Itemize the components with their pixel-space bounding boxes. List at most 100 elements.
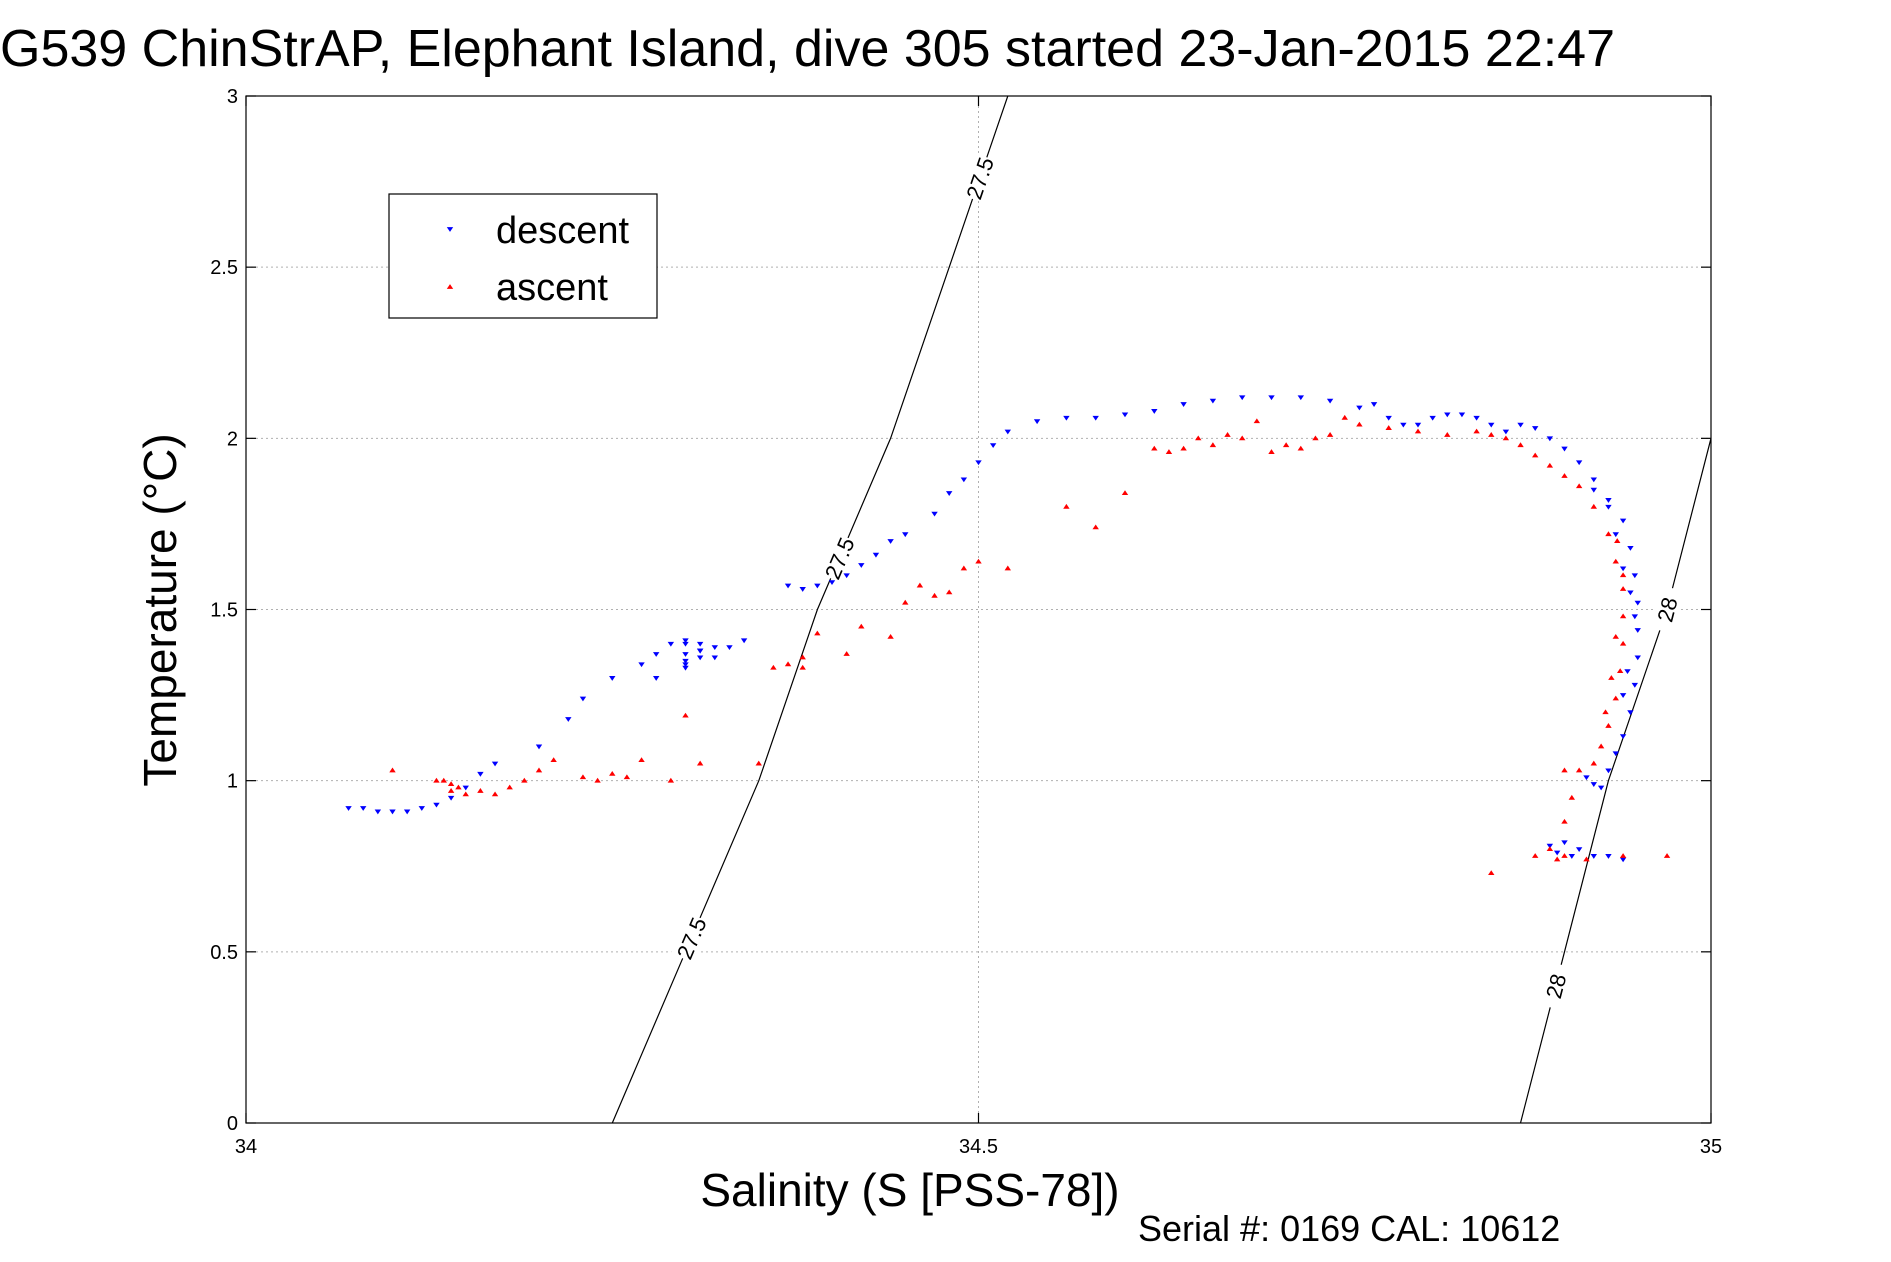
x-axis-label: Salinity (S [PSS-78]) [700, 1164, 1119, 1216]
ascent-point [755, 760, 762, 766]
ascent-point [594, 777, 601, 783]
descent-point [975, 460, 982, 466]
descent-point [799, 587, 806, 592]
ascent-point [1488, 432, 1495, 437]
descent-point [1429, 415, 1436, 421]
ascent-point [1608, 675, 1615, 680]
descent-point [1414, 422, 1422, 428]
descent-point [667, 641, 675, 647]
ascent-point [843, 651, 850, 656]
ascent-point [1488, 870, 1495, 876]
legend-box [388, 193, 658, 319]
ascent-point [1282, 442, 1290, 448]
descent-point [1627, 545, 1634, 551]
ascent-point [638, 757, 645, 763]
ascent-point [1312, 435, 1319, 441]
ascent-point [1619, 572, 1627, 578]
descent-point [946, 491, 953, 496]
ascent-point [1224, 432, 1231, 437]
ascent-point [491, 791, 499, 797]
ascent-point [960, 565, 968, 571]
ascent-point [696, 760, 704, 766]
ascent-point [916, 582, 924, 588]
descent-point [1568, 854, 1576, 859]
descent-point [1151, 409, 1158, 414]
descent-point [1488, 422, 1495, 428]
ascent-point [1209, 442, 1217, 448]
descent-point [638, 662, 645, 668]
ascent-point [535, 767, 543, 773]
descent-point [403, 809, 411, 815]
descent-point [1605, 504, 1612, 510]
descent-point [1619, 734, 1627, 740]
data-points [345, 395, 1671, 876]
ascent-point [1239, 435, 1246, 441]
ascent-point [1605, 531, 1612, 537]
contour-label: 28 [1652, 595, 1682, 625]
ascent-point [1268, 449, 1275, 454]
descent-point [1590, 854, 1597, 859]
descent-point [1180, 402, 1187, 407]
ascent-point [1546, 846, 1554, 852]
descent-point [902, 532, 909, 538]
descent-point [682, 638, 689, 644]
y-tick-label: 3 [227, 86, 238, 108]
ascent-point [1517, 442, 1524, 448]
serial-footer: Serial #: 0169 CAL: 10612 [1138, 1208, 1560, 1249]
ascent-point [799, 664, 806, 670]
ascent-point [1590, 760, 1597, 766]
ascent-point [1568, 794, 1576, 800]
descent-point [1590, 487, 1597, 493]
descent-point [1297, 395, 1304, 401]
contour-label-bg [670, 912, 712, 964]
ascent-point [1605, 723, 1612, 728]
descent-point [740, 638, 748, 644]
descent-point [491, 761, 499, 767]
descent-point [1575, 847, 1583, 853]
descent-point [1590, 477, 1597, 483]
ascent-point [623, 774, 631, 780]
descent-point [609, 676, 616, 681]
descent-point [1634, 628, 1641, 633]
descent-point [477, 771, 484, 777]
descent-point [1033, 419, 1041, 425]
ascent-point [1165, 449, 1173, 454]
contour-label: 28 [1541, 971, 1571, 1001]
y-axis-label: Temperature (°C) [134, 433, 186, 786]
descent-point [1458, 412, 1466, 418]
descent-point [1605, 768, 1612, 774]
descent-point [374, 809, 382, 815]
descent-point [389, 809, 396, 815]
y-tick-label: 1 [227, 771, 238, 793]
descent-point [814, 583, 821, 589]
ascent-point [1004, 565, 1011, 571]
x-tick-label: 35 [1700, 1136, 1722, 1158]
legend-marker-ascent [446, 284, 454, 289]
descent-point [872, 552, 880, 558]
ascent-point [1553, 856, 1561, 862]
descent-point [1624, 669, 1631, 674]
descent-point [1444, 412, 1451, 418]
descent-point [1634, 655, 1641, 661]
ascent-point [1616, 668, 1624, 674]
descent-point [462, 785, 469, 791]
ascent-point [1532, 452, 1539, 458]
descent-point [696, 648, 704, 654]
ascent-point [1619, 586, 1627, 591]
descent-point [960, 477, 968, 483]
ascent-point [506, 784, 513, 790]
descent-point [1546, 843, 1554, 849]
ascent-point [1341, 414, 1348, 420]
contour-label-bg [818, 532, 860, 584]
chart-title: G539 ChinStrAP, Elephant Island, dive 30… [0, 20, 1615, 78]
legend-label-ascent: ascent [496, 267, 608, 309]
descent-point [1092, 415, 1099, 421]
ascent-point [682, 712, 689, 718]
ascent-point [1092, 524, 1099, 530]
ascent-point [784, 661, 792, 667]
ascent-point [1663, 853, 1671, 858]
ascent-point [1063, 503, 1070, 509]
ascent-point [1253, 418, 1261, 424]
descent-point [1546, 436, 1554, 442]
ascent-point [433, 777, 440, 783]
